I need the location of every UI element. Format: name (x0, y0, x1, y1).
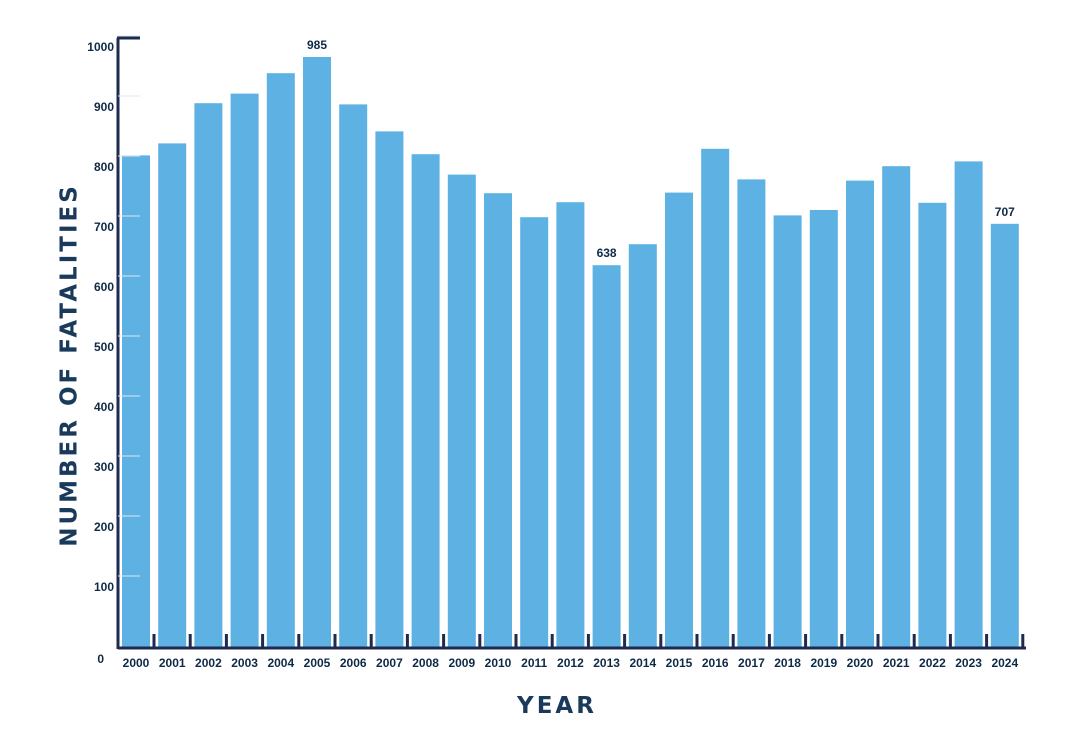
bar-2000 (122, 155, 150, 648)
x-tick-label: 2008 (412, 656, 439, 670)
x-tick-label: 2023 (955, 656, 982, 670)
y-tick-label: 0 (97, 652, 104, 666)
x-tick-label: 2013 (593, 656, 620, 670)
x-tick-label: 2006 (340, 656, 367, 670)
y-tick-label: 200 (94, 520, 114, 534)
x-axis-ticks: 2000 2001 2002 2003 2004 2005 2006 2007 2008 2009… (123, 656, 1019, 670)
bar-2019 (809, 210, 838, 648)
bar-2024 (990, 223, 1019, 649)
x-tick-label: 2003 (231, 656, 258, 670)
data-label: 707 (995, 205, 1015, 219)
x-tick-label: 2019 (810, 656, 837, 670)
x-tick-label: 2015 (666, 656, 693, 670)
x-tick-label: 2018 (774, 656, 801, 670)
bar-2021 (882, 166, 911, 648)
x-tick-label: 2009 (448, 656, 475, 670)
bar-2008 (411, 154, 440, 648)
x-axis-title: YEAR (516, 693, 597, 719)
bar-2013 (592, 265, 621, 648)
bar-2010 (484, 193, 512, 648)
bar-2018 (773, 215, 802, 648)
bar-2006 (339, 104, 368, 648)
bar-2007 (375, 131, 404, 648)
x-tick-label: 2000 (123, 656, 150, 670)
bar-2017 (737, 179, 766, 648)
y-tick-label: 1000 (87, 40, 114, 54)
bar-2020 (846, 180, 874, 648)
bar-2004 (266, 73, 295, 648)
x-tick-label: 2021 (883, 656, 910, 670)
x-tick-label: 2005 (304, 656, 331, 670)
y-tick-label: 600 (94, 280, 114, 294)
x-tick-label: 2004 (267, 656, 294, 670)
y-tick-label: 700 (94, 220, 114, 234)
x-tick-label: 2012 (557, 656, 584, 670)
bars (122, 57, 1019, 649)
y-tick-label: 300 (94, 460, 114, 474)
data-labels: 985 638 707 (307, 38, 1015, 260)
y-tick-label: 900 (94, 100, 114, 114)
bar-2022 (918, 202, 947, 649)
bar-2005 (303, 57, 331, 648)
bar-2003 (230, 93, 259, 649)
bar-2012 (556, 202, 585, 648)
bar-2023 (954, 161, 983, 648)
x-tick-label: 2022 (919, 656, 946, 670)
bar-2016 (701, 148, 730, 649)
x-tick-label: 2020 (847, 656, 874, 670)
y-tick-label: 400 (94, 400, 114, 414)
y-axis-title: NUMBER OF FATALITIES (57, 183, 83, 547)
y-tick-label: 500 (94, 340, 114, 354)
bar-2009 (447, 174, 476, 648)
axes (116, 35, 1026, 650)
x-tick-label: 2014 (629, 656, 656, 670)
data-label: 985 (307, 38, 327, 52)
x-tick-label: 2017 (738, 656, 765, 670)
bar-2015 (665, 192, 693, 648)
x-tick-label: 2002 (195, 656, 222, 670)
bar-2014 (628, 244, 657, 648)
x-tick-label: 2016 (702, 656, 729, 670)
data-label: 638 (597, 246, 617, 260)
x-tick-label: 2010 (485, 656, 512, 670)
bar-2002 (194, 103, 223, 648)
x-tick-label: 2007 (376, 656, 403, 670)
x-tick-label: 2011 (521, 656, 547, 670)
bar-2001 (158, 143, 187, 648)
y-tick-label: 100 (94, 580, 114, 594)
x-tick-label: 2001 (159, 656, 186, 670)
y-axis-ticks: 0 100 200 300 400 500 600 700 800 900 1000 (87, 40, 114, 666)
x-tick-label: 2024 (991, 656, 1018, 670)
bar-2011 (520, 217, 549, 648)
y-tick-label: 800 (94, 160, 114, 174)
